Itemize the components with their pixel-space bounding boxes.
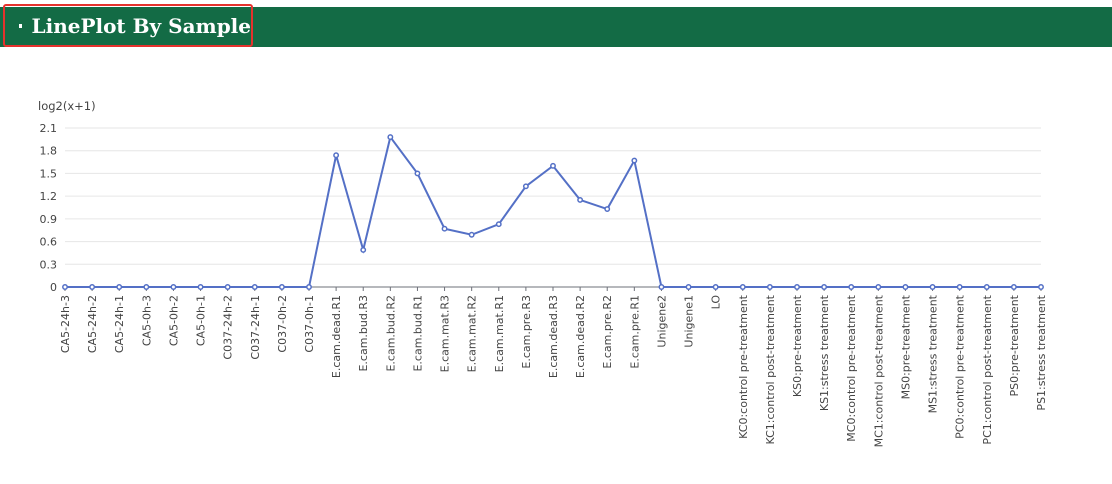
x-tick-label: KC1:control post-treatment bbox=[764, 294, 777, 444]
minus-icon bbox=[19, 23, 22, 28]
data-point[interactable] bbox=[522, 183, 529, 190]
y-tick-label: 1.8 bbox=[40, 145, 58, 158]
x-tick-label: E.cam.bud.R1 bbox=[411, 295, 424, 372]
data-point[interactable] bbox=[278, 284, 285, 290]
x-tick-label: KC0:control pre-treatment bbox=[737, 294, 750, 438]
x-tick-label: C037-24h-1 bbox=[249, 295, 262, 360]
data-point[interactable] bbox=[766, 284, 773, 290]
x-tick-label: KS1:stress treatment bbox=[818, 294, 831, 411]
data-point[interactable] bbox=[306, 284, 312, 290]
data-point[interactable] bbox=[116, 284, 123, 290]
data-point[interactable] bbox=[89, 284, 96, 290]
x-tick-label: CA5-0h-2 bbox=[167, 295, 180, 346]
y-tick-label: 0.9 bbox=[40, 213, 58, 226]
y-axis-label: log2(x+1) bbox=[38, 99, 96, 113]
data-point[interactable] bbox=[821, 284, 828, 290]
x-tick-label: KS0:pre-treatment bbox=[791, 294, 804, 397]
y-tick-label: 0.6 bbox=[40, 236, 58, 249]
x-tick-label: E.cam.mat.R1 bbox=[493, 295, 506, 372]
data-point[interactable] bbox=[387, 134, 394, 141]
panel-header bbox=[0, 7, 1112, 47]
panel-toggle-button[interactable]: LinePlot By Sample bbox=[3, 4, 253, 47]
data-point[interactable] bbox=[983, 284, 990, 290]
data-point[interactable] bbox=[739, 284, 746, 290]
y-tick-label: 0 bbox=[50, 281, 57, 294]
data-point[interactable] bbox=[414, 170, 421, 177]
data-point[interactable] bbox=[794, 284, 800, 290]
data-point[interactable] bbox=[441, 225, 448, 232]
data-point[interactable] bbox=[550, 162, 556, 169]
x-tick-label: E.cam.dead.R1 bbox=[330, 295, 343, 378]
data-point[interactable] bbox=[902, 284, 909, 290]
data-point[interactable] bbox=[929, 284, 936, 290]
y-tick-label: 2.1 bbox=[40, 122, 58, 135]
x-tick-label: CA5-24h-2 bbox=[86, 295, 99, 353]
x-tick-label: CA5-0h-1 bbox=[195, 295, 208, 346]
data-point[interactable] bbox=[333, 152, 340, 159]
x-tick-label: PS1:stress treatment bbox=[1035, 294, 1048, 410]
x-tick-label: E.cam.dead.R3 bbox=[547, 295, 560, 378]
y-tick-label: 0.3 bbox=[40, 258, 58, 271]
data-point[interactable] bbox=[251, 284, 258, 290]
x-tick-label: PC1:control post-treatment bbox=[981, 294, 994, 444]
x-tick-label: E.cam.pre.R1 bbox=[628, 295, 641, 369]
data-point[interactable] bbox=[143, 284, 150, 290]
y-tick-label: 1.5 bbox=[40, 167, 58, 180]
data-point[interactable] bbox=[1038, 284, 1044, 290]
data-point[interactable] bbox=[956, 284, 963, 290]
data-point[interactable] bbox=[577, 196, 584, 203]
data-point[interactable] bbox=[495, 221, 502, 228]
data-point[interactable] bbox=[631, 157, 638, 164]
x-tick-label: MC1:control post-treatment bbox=[872, 294, 885, 447]
x-tick-label: Unigene1 bbox=[683, 295, 696, 348]
x-tick-label: LO bbox=[710, 295, 723, 310]
x-tick-label: PS0:pre-treatment bbox=[1008, 294, 1021, 396]
data-point[interactable] bbox=[875, 284, 882, 290]
data-point[interactable] bbox=[360, 246, 367, 253]
x-tick-label: C037-0h-2 bbox=[276, 295, 289, 353]
x-tick-label: MC0:control pre-treatment bbox=[845, 294, 858, 441]
x-tick-label: C037-24h-2 bbox=[222, 295, 235, 360]
data-point[interactable] bbox=[685, 284, 692, 290]
x-tick-label: E.cam.dead.R2 bbox=[574, 295, 587, 378]
x-tick-label: E.cam.mat.R2 bbox=[466, 295, 479, 372]
data-point[interactable] bbox=[468, 231, 475, 238]
panel-title: LinePlot By Sample bbox=[31, 13, 251, 38]
y-tick-label: 1.2 bbox=[40, 190, 58, 203]
data-point[interactable] bbox=[197, 284, 204, 290]
data-point[interactable] bbox=[1010, 284, 1017, 290]
x-tick-label: PC0:control pre-treatment bbox=[954, 294, 967, 439]
x-tick-label: CA5-0h-3 bbox=[140, 295, 153, 346]
x-tick-label: MS1:stress treatment bbox=[927, 294, 940, 413]
x-tick-label: E.cam.pre.R3 bbox=[520, 295, 533, 369]
x-tick-label: CA5-24h-1 bbox=[113, 295, 126, 353]
x-tick-label: C037-0h-1 bbox=[303, 295, 316, 353]
data-point[interactable] bbox=[604, 206, 611, 212]
data-point[interactable] bbox=[62, 284, 68, 290]
x-tick-label: E.cam.bud.R3 bbox=[357, 295, 370, 372]
data-point[interactable] bbox=[170, 284, 177, 290]
data-point[interactable] bbox=[658, 284, 665, 290]
data-point[interactable] bbox=[712, 284, 719, 290]
x-tick-label: E.cam.bud.R2 bbox=[384, 295, 397, 372]
data-point[interactable] bbox=[848, 284, 855, 290]
x-tick-label: E.cam.mat.R3 bbox=[439, 295, 452, 372]
x-tick-label: MS0:pre-treatment bbox=[899, 294, 912, 399]
x-tick-label: CA5-24h-3 bbox=[59, 295, 72, 353]
data-point[interactable] bbox=[224, 284, 231, 290]
x-tick-label: E.cam.pre.R2 bbox=[601, 295, 614, 369]
x-tick-label: Unigene2 bbox=[655, 295, 668, 348]
